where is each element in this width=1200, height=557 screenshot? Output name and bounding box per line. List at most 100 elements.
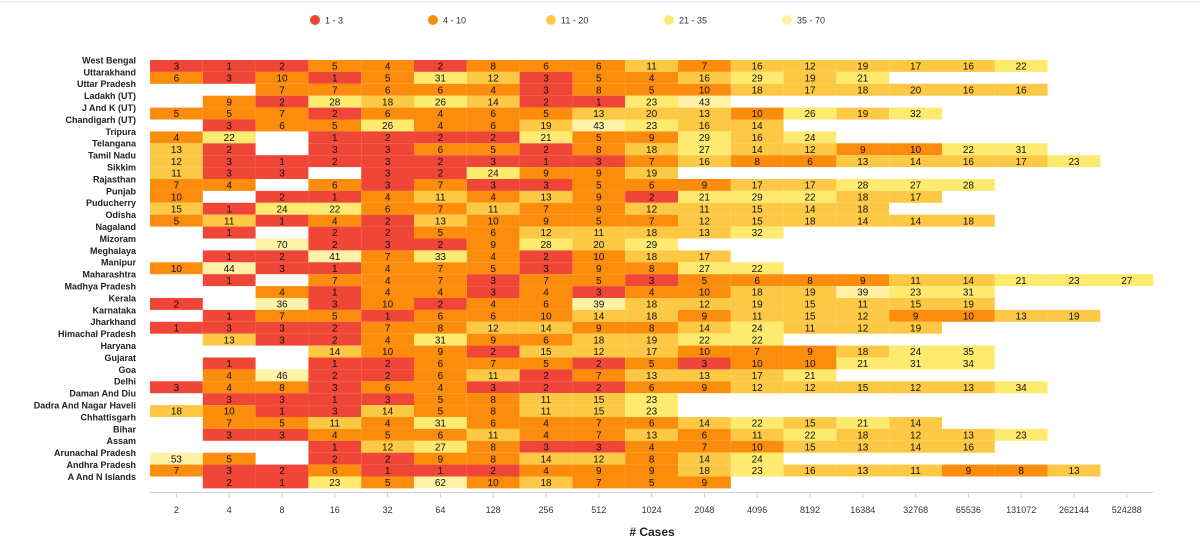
heat-cell	[361, 309, 414, 322]
heat-cell	[730, 119, 784, 132]
cell-label: 12	[752, 383, 764, 394]
cell-label: 31	[435, 73, 447, 84]
cell-label: 21	[540, 133, 552, 144]
cell-label: 13	[699, 371, 711, 382]
cell-label: 8	[490, 395, 496, 406]
heat-cell	[572, 440, 626, 453]
heat-cell	[414, 214, 467, 227]
heat-cell	[625, 345, 678, 358]
cell-label: 14	[329, 347, 341, 358]
heat-cell	[202, 393, 256, 406]
cell-label: 6	[438, 430, 444, 441]
heat-cell	[836, 214, 890, 227]
heat-cell	[730, 274, 784, 287]
heat-cell	[308, 309, 362, 322]
heat-cell	[730, 321, 784, 334]
cell-label: 6	[385, 109, 391, 120]
heat-cell	[942, 274, 995, 287]
heat-cell	[994, 274, 1048, 287]
cell-label: 9	[596, 323, 602, 334]
heat-cell	[308, 381, 362, 394]
cell-label: 6	[543, 62, 549, 73]
heat-cell	[414, 440, 467, 453]
cell-label: 12	[646, 204, 658, 215]
cell-label: 4	[649, 442, 655, 453]
heat-cell	[889, 464, 942, 477]
cell-label: 7	[649, 216, 655, 227]
heat-cell	[783, 274, 837, 287]
heat-cell	[519, 369, 573, 382]
heat-cell	[361, 226, 414, 239]
heat-cell	[678, 369, 731, 382]
x-tick-label: 8192	[800, 505, 820, 515]
cell-label: 70	[276, 240, 288, 251]
heat-cell	[519, 345, 573, 358]
cell-label: 5	[438, 395, 444, 406]
row-label: Odisha	[105, 210, 137, 220]
x-tick-label: 16	[330, 505, 340, 515]
heat-cell	[414, 298, 467, 310]
cell-label: 7	[174, 181, 180, 192]
cell-label: 41	[329, 252, 341, 263]
heat-cell	[678, 71, 731, 84]
x-tick-label: 128	[486, 505, 501, 515]
row-label: Sikkim	[107, 162, 136, 172]
heat-cell	[625, 452, 678, 465]
heat-cell	[150, 214, 203, 227]
cell-label: 23	[1068, 276, 1080, 287]
x-tick-label: 64	[435, 505, 445, 515]
cell-label: 4	[543, 419, 549, 430]
cell-label: 11	[910, 466, 921, 477]
cell-label: 23	[646, 407, 658, 418]
cell-label: 22	[752, 335, 764, 346]
cell-label: 35	[963, 347, 975, 358]
cell-label: 18	[540, 478, 552, 489]
heat-cell	[519, 238, 573, 251]
cell-label: 10	[382, 300, 394, 311]
heat-cell	[783, 83, 837, 96]
row-label: Maharashtra	[82, 270, 137, 280]
cell-label: 16	[963, 62, 975, 73]
heat-cell	[202, 274, 256, 287]
cell-label: 11	[752, 311, 763, 322]
cell-label: 7	[438, 276, 444, 287]
heat-cell	[466, 345, 520, 358]
heat-cell	[572, 155, 626, 168]
heat-cell	[150, 464, 203, 477]
cell-label: 3	[279, 323, 285, 334]
cell-label: 7	[490, 359, 496, 370]
heat-cell	[783, 202, 837, 215]
legend-swatch	[310, 15, 320, 25]
heat-cell	[572, 60, 626, 72]
cell-label: 24	[804, 133, 816, 144]
heat-cell	[625, 357, 678, 370]
heat-cell	[466, 452, 520, 465]
cell-label: 10	[752, 109, 764, 120]
heat-cell	[678, 95, 731, 108]
cell-label: 2	[543, 252, 549, 263]
cell-label: 15	[804, 300, 816, 311]
cell-label: 3	[543, 264, 549, 275]
heat-cell	[466, 119, 520, 132]
heat-cell	[414, 60, 467, 72]
heat-cell	[414, 95, 467, 108]
heat-cell	[361, 95, 414, 108]
cell-label: 10	[593, 252, 605, 263]
heat-cell	[519, 393, 573, 406]
heat-cell	[625, 321, 678, 334]
cell-label: 17	[910, 62, 922, 73]
heat-cell	[308, 417, 362, 429]
cell-label: 2	[596, 359, 602, 370]
cell-label: 12	[910, 430, 922, 441]
heat-cell	[202, 119, 256, 132]
cell-label: 22	[752, 419, 764, 430]
heat-cell	[783, 417, 837, 429]
cell-label: 3	[226, 323, 232, 334]
cell-label: 19	[910, 323, 922, 334]
cell-label: 3	[226, 430, 232, 441]
cell-label: 2	[332, 335, 338, 346]
heat-cell	[361, 476, 414, 489]
cell-label: 6	[596, 62, 602, 73]
cell-label: 1	[279, 407, 285, 418]
